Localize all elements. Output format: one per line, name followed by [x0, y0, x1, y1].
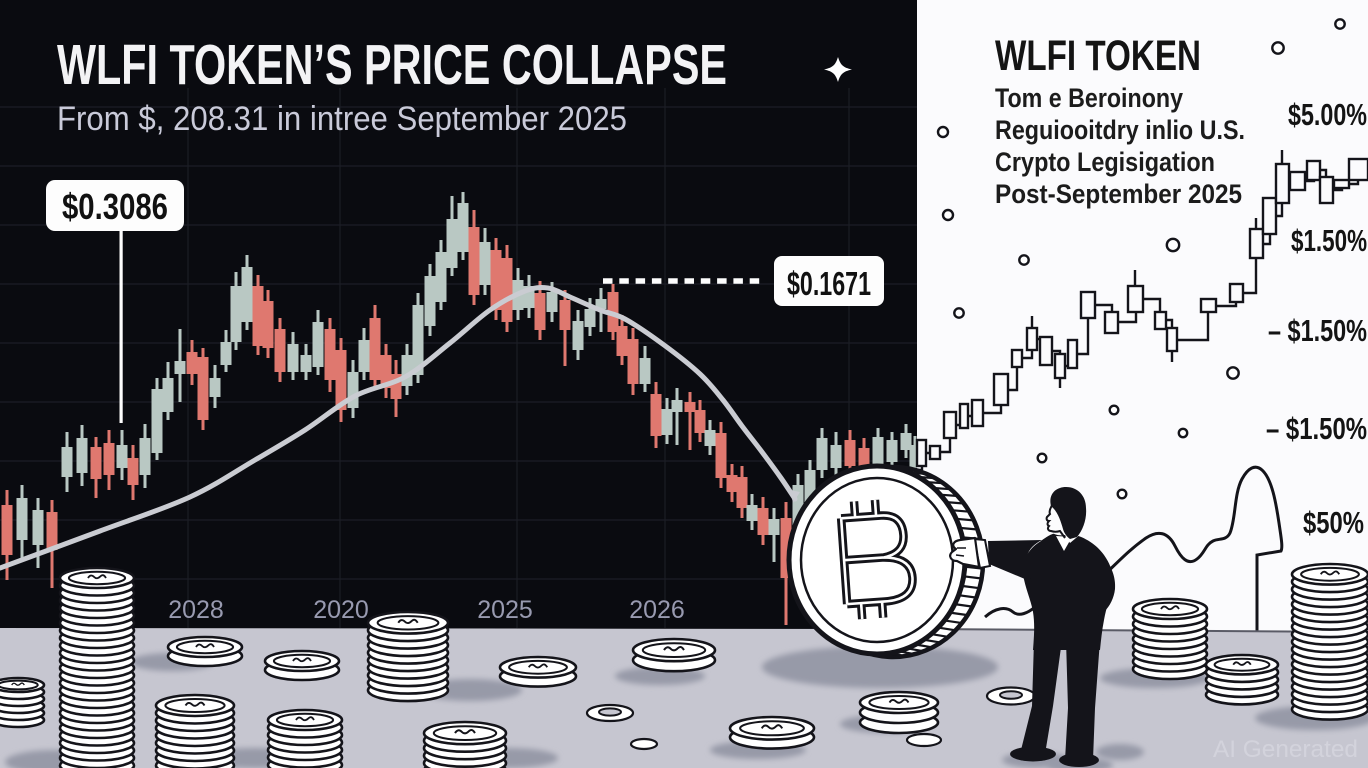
- svg-text:2020: 2020: [313, 596, 369, 624]
- svg-text:– $1.50%: – $1.50%: [1268, 313, 1367, 348]
- svg-text:2025: 2025: [477, 596, 533, 624]
- svg-text:$50%: $50%: [1303, 505, 1364, 540]
- svg-text:$0.1671: $0.1671: [787, 265, 871, 302]
- svg-text:$1.50%: $1.50%: [1291, 223, 1367, 258]
- svg-text:WLFI TOKEN’S PRICE COLLAPSE: WLFI TOKEN’S PRICE COLLAPSE: [57, 33, 727, 97]
- svg-text:2028: 2028: [168, 596, 224, 624]
- svg-text:AI Generated: AI Generated: [1213, 736, 1358, 763]
- svg-text:$0.3086: $0.3086: [62, 186, 168, 227]
- svg-text:Tom e Beroinony: Tom e Beroinony: [995, 83, 1183, 113]
- svg-text:Post-September 2025: Post-September 2025: [995, 179, 1242, 209]
- svg-text:WLFI TOKEN: WLFI TOKEN: [995, 32, 1201, 80]
- svg-text:From $, 208.31 in intree Septe: From $, 208.31 in intree September 2025: [57, 100, 627, 138]
- svg-text:2026: 2026: [629, 596, 685, 624]
- svg-text:$5.00%: $5.00%: [1288, 97, 1367, 132]
- svg-text:– $1.50%: – $1.50%: [1266, 411, 1367, 446]
- svg-text:Reguiooitdry inlio U.S.: Reguiooitdry inlio U.S.: [995, 115, 1245, 145]
- svg-text:Crypto Legisigation: Crypto Legisigation: [995, 147, 1215, 177]
